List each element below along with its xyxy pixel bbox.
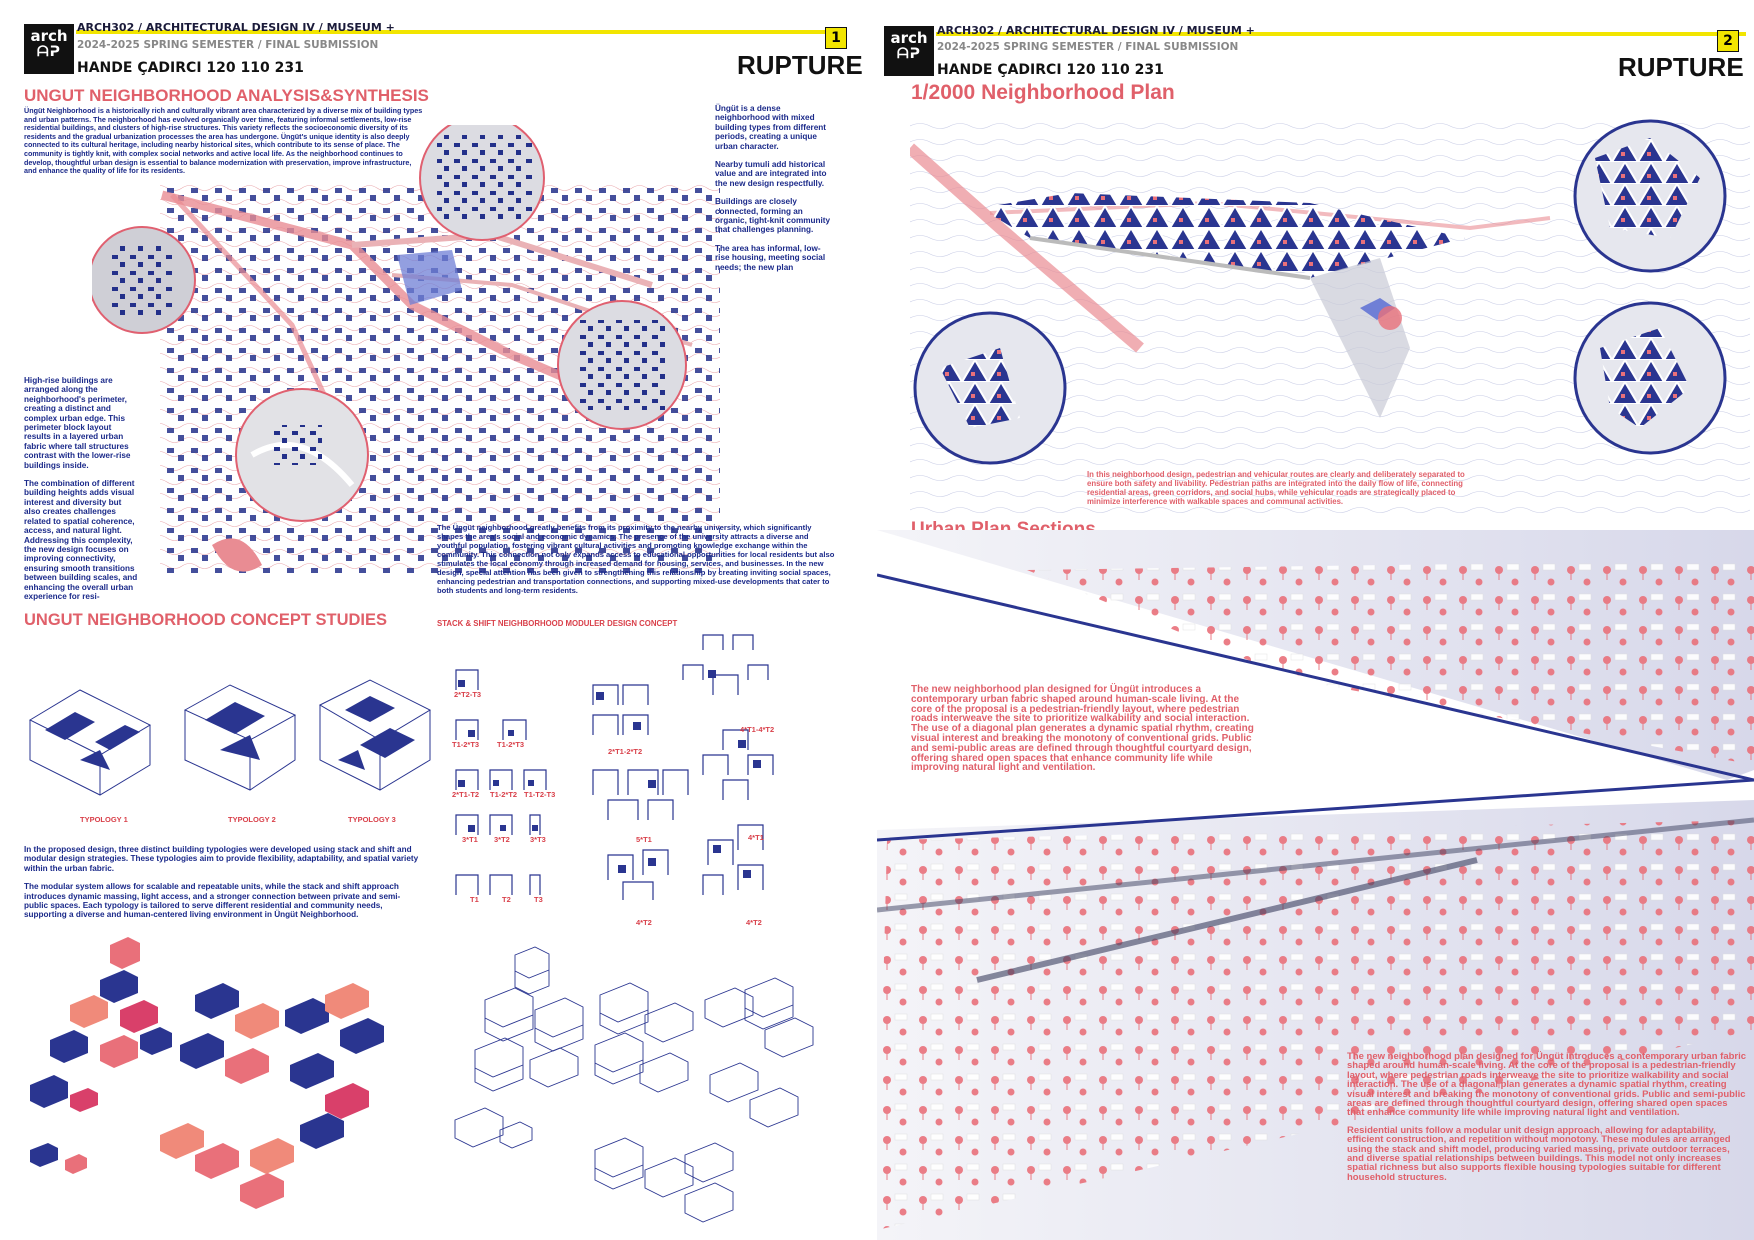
sections-text-2a: The new neighborhood plan designed for Ü… <box>1347 1051 1747 1119</box>
note-highrise: High-rise buildings are arranged along t… <box>24 376 131 470</box>
note-connected: Buildings are closely connected, forming… <box>715 197 831 235</box>
course-title: ARCH302 / ARCHITECTURAL DESIGN IV / MUSE… <box>77 21 395 34</box>
logo-text: arch <box>30 27 68 45</box>
wireframe-massing <box>454 946 814 1223</box>
sections-text-1: The new neighborhood plan designed for Ü… <box>911 684 1254 774</box>
university-note: The Üngüt neighborhood greatly benefits … <box>437 523 835 595</box>
sheet-2: arch ᗩᕈ ARCH302 / ARCHITECTURAL DESIGN I… <box>877 0 1754 1240</box>
header-yellow-bar <box>76 30 846 34</box>
module-label: 4*T2 <box>636 918 652 927</box>
module-label: 3*T1 <box>462 835 478 844</box>
analysis-right-notes: Üngüt is a dense neighborhood with mixed… <box>715 104 835 272</box>
page-number-badge: 1 <box>825 27 847 49</box>
module-label: 4*T2 <box>746 918 762 927</box>
plan-note: In this neighborhood design, pedestrian … <box>1087 470 1465 506</box>
student-name: HANDE ÇADIRCI 120 110 231 <box>937 62 1164 78</box>
module-label: T1-T2-T3 <box>524 790 556 799</box>
module-label: T1-2*T3 <box>497 740 525 749</box>
module-label: 4*T1 <box>748 833 764 842</box>
note-dense: Üngüt is a dense neighborhood with mixed… <box>715 104 826 151</box>
analysis-left-notes: High-rise buildings are arranged along t… <box>24 376 139 601</box>
module-label: 5*T1 <box>636 835 652 844</box>
project-title: RUPTURE <box>1618 52 1744 82</box>
module-label: 3*T3 <box>530 835 546 844</box>
neighborhood-analysis-map <box>92 125 720 575</box>
module-label: T3 <box>534 895 543 904</box>
neighborhood-plan-1-2000 <box>910 118 1750 523</box>
course-title: ARCH302 / ARCHITECTURAL DESIGN IV / MUSE… <box>937 24 1255 37</box>
semester-label: 2024-2025 SPRING SEMESTER / FINAL SUBMIS… <box>937 41 1239 53</box>
concept-text: In the proposed design, three distinct b… <box>24 845 424 920</box>
concept-paragraph-1: In the proposed design, three distinct b… <box>24 845 419 873</box>
concept-title: UNGUT NEIGHBORHOOD CONCEPT STUDIES <box>24 611 388 629</box>
student-name: HANDE ÇADIRCI 120 110 231 <box>77 60 304 76</box>
module-label: 2*T1-T2 <box>452 790 480 799</box>
module-label: T1 <box>470 895 479 904</box>
colored-cluster-massing <box>30 937 384 1209</box>
concept-subtitle: STACK & SHIFT NEIGHBORHOOD MODULER DESIG… <box>437 619 678 628</box>
typology-axonometrics <box>28 679 432 796</box>
sections-text-2b: Residential units follow a modular unit … <box>1347 1124 1731 1183</box>
logo-glyph: ᗩᕈ <box>37 44 61 60</box>
typology-3-label: TYPOLOGY 3 <box>348 815 396 824</box>
project-title: RUPTURE <box>737 50 863 80</box>
module-label: 4*T1-4*T2 <box>740 725 775 734</box>
module-label: 2*T1-2*T2 <box>608 747 643 756</box>
module-label: T2 <box>502 895 511 904</box>
plan-title: 1/2000 Neighborhood Plan <box>911 81 1175 104</box>
arch-logo: arch ᗩᕈ <box>884 26 934 76</box>
urban-plan-section-renders <box>877 530 1754 1240</box>
module-label: 2*T2-T3 <box>454 690 482 699</box>
note-informal: The area has informal, low-rise housing,… <box>715 243 826 272</box>
module-label: 3*T2 <box>494 835 510 844</box>
analysis-title: UNGUT NEIGHBORHOOD ANALYSIS&SYNTHESIS <box>24 86 429 105</box>
typology-2-label: TYPOLOGY 2 <box>228 815 276 824</box>
concept-paragraph-2: The modular system allows for scalable a… <box>24 882 401 920</box>
module-combination-diagrams <box>455 634 774 900</box>
sheet-1: arch ᗩᕈ ARCH302 / ARCHITECTURAL DESIGN I… <box>24 21 863 1223</box>
sections-text-2: The new neighborhood plan designed for Ü… <box>1347 1052 1747 1182</box>
note-tumuli: Nearby tumuli add historical value and a… <box>715 160 827 188</box>
note-heights: The combination of different building he… <box>24 479 138 601</box>
page-number-badge: 2 <box>1717 30 1739 52</box>
semester-label: 2024-2025 SPRING SEMESTER / FINAL SUBMIS… <box>77 39 379 51</box>
header-yellow-bar <box>936 32 1746 36</box>
typology-1-label: TYPOLOGY 1 <box>80 815 128 824</box>
module-label: T1-2*T2 <box>490 790 518 799</box>
logo-text: arch <box>890 29 928 47</box>
module-label: T1-2*T3 <box>452 740 480 749</box>
analysis-intro-text: Üngüt Neighborhood is a historically ric… <box>24 106 423 176</box>
arch-logo: arch ᗩᕈ <box>24 24 74 74</box>
logo-glyph: ᗩᕈ <box>897 46 921 62</box>
